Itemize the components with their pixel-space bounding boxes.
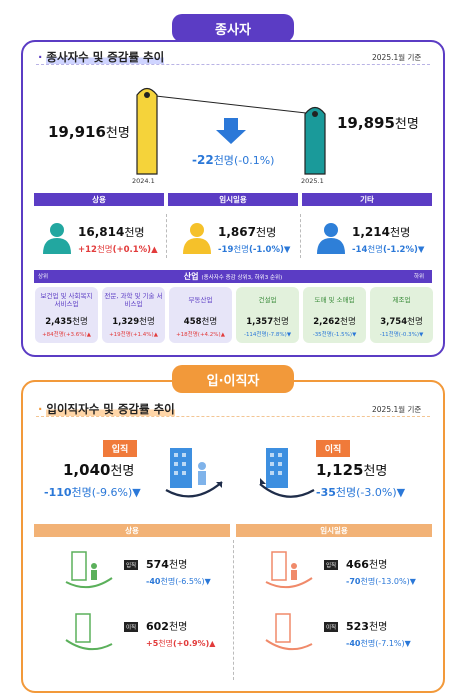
point-2024	[144, 92, 150, 98]
other-delta: -14천명(-1.2%)▼	[352, 245, 425, 255]
industry-top-label: 상위	[38, 274, 49, 280]
cat2-divider	[233, 540, 234, 680]
industry-header: 산업 (종사자수 증감 상위3, 하위3 순위)	[34, 270, 432, 283]
down-arrow-icon	[216, 118, 246, 144]
title-divider	[36, 416, 430, 417]
trend-line	[146, 94, 316, 115]
prev-label: 2024.1	[132, 177, 155, 185]
down-arrow-icon: ▼	[132, 486, 141, 499]
regular-sep-badge: 이직	[124, 622, 139, 632]
down-arrow-icon: ▼	[409, 577, 416, 586]
temp-hire-icon	[265, 551, 313, 589]
sep-value: 1,125천명	[316, 461, 388, 479]
other-value: 1,214천명	[352, 225, 411, 239]
regular-sep-delta: +5천명(+0.9%)▲	[146, 639, 216, 648]
regular-value: 16,814천명	[78, 225, 145, 239]
total-change: -22천명(-0.1%)	[192, 153, 275, 167]
temp-hire-value: 466천명	[346, 558, 388, 571]
employed-basis: 2025.1월 기준	[372, 53, 422, 62]
bar-2025	[304, 106, 326, 175]
down-arrow-icon: ▼	[283, 245, 291, 255]
temp-sep-badge: 이직	[324, 622, 339, 632]
industry-card: 전문, 과학 및 기술 서비스업 1,329천명 +19천명(+1.4%)▲	[102, 287, 165, 343]
movement-title: · 입이직자수 및 증감률 추이	[38, 402, 175, 416]
employed-tab: 종사자	[172, 14, 294, 42]
hire-badge: 입직	[103, 440, 137, 457]
employed-title: · 종사자수 및 증감률 추이	[38, 50, 165, 64]
temp-sep-value: 523천명	[346, 620, 388, 633]
cat-head-other: 기타	[302, 193, 432, 206]
building-in-icon	[165, 448, 223, 498]
movement-basis: 2025.1월 기준	[372, 405, 422, 414]
movement-tab: 입·이직자	[172, 365, 294, 393]
regular-hire-icon	[65, 551, 113, 589]
point-2025	[312, 111, 318, 117]
regular-hire-delta: -40천명(-6.5%)▼	[146, 577, 211, 586]
temp-hire-badge: 입직	[324, 560, 339, 570]
cat-head-temp: 임시일용	[168, 193, 298, 206]
building-out-icon	[259, 448, 315, 498]
person-icon-yellow	[183, 223, 211, 254]
industry-card: 건설업 1,357천명 -114천명(-7.8%)▼	[236, 287, 299, 343]
up-arrow-icon: ▲	[151, 245, 158, 255]
cat2-head-temp: 임시일용	[236, 524, 432, 537]
bar-2024	[136, 87, 158, 175]
temp-sep-delta: -40천명(-7.1%)▼	[346, 639, 411, 648]
down-arrow-icon: ▼	[417, 245, 425, 255]
industry-card: 부동산업 458천명 +18천명(+4.2%)▲	[169, 287, 232, 343]
regular-sep-icon	[65, 613, 113, 651]
cat-divider	[300, 214, 301, 258]
regular-hire-value: 574천명	[146, 558, 188, 571]
industry-card: 도매 및 소매업 2,262천명 -35천명(-1.5%)▼	[303, 287, 366, 343]
prev-value: 19,916천명	[48, 123, 130, 141]
temp-hire-delta: -70천명(-13.0%)▼	[346, 577, 416, 586]
hire-delta: -110천명(-9.6%)▼	[44, 486, 141, 499]
hire-value: 1,040천명	[63, 461, 135, 479]
temp-sep-icon	[265, 613, 313, 651]
down-arrow-icon: ▼	[404, 639, 411, 648]
industry-card: 보건업 및 사회복지 서비스업 2,435천명 +84천명(+3.6%)▲	[35, 287, 98, 343]
temp-delta: -19천명(-1.0%)▼	[218, 245, 291, 255]
industry-card: 제조업 3,754천명 -11천명(-0.3%)▼	[370, 287, 433, 343]
regular-hire-badge: 입직	[124, 560, 139, 570]
up-arrow-icon: ▲	[209, 639, 216, 648]
cat-divider	[166, 214, 167, 258]
curr-value: 19,895천명	[337, 114, 419, 132]
curr-label: 2025.1	[301, 177, 324, 185]
cat2-head-regular: 상용	[34, 524, 230, 537]
industry-bottom-label: 하위	[414, 274, 425, 280]
cat-head-regular: 상용	[34, 193, 164, 206]
sep-badge: 이직	[316, 440, 350, 457]
title-divider	[36, 64, 430, 65]
down-arrow-icon: ▼	[204, 577, 211, 586]
down-arrow-icon: ▼	[396, 486, 406, 499]
person-icon-blue	[317, 223, 345, 254]
person-icon-teal	[43, 223, 71, 254]
sep-delta: -35천명(-3.0%)▼	[316, 486, 406, 499]
regular-delta: +12천명(+0.1%)▲	[78, 245, 158, 255]
regular-sep-value: 602천명	[146, 620, 188, 633]
temp-value: 1,867천명	[218, 225, 277, 239]
employed-bars	[136, 87, 326, 175]
